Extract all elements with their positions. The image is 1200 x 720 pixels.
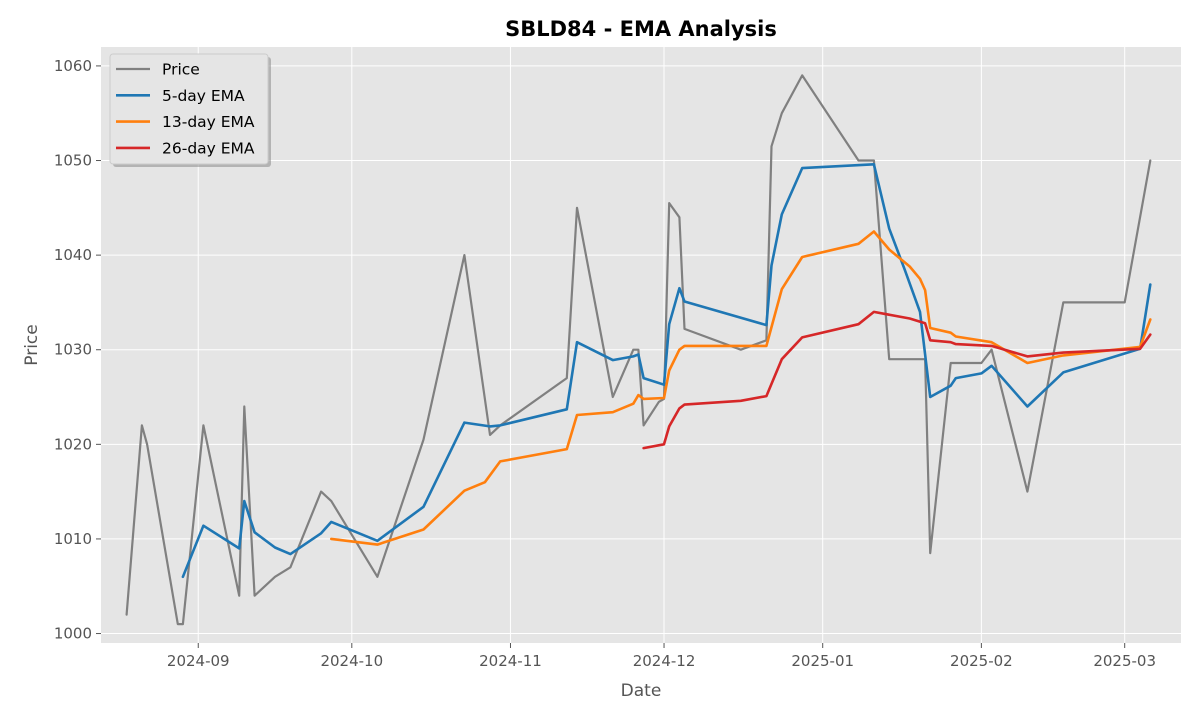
y-tick-label: 1010: [54, 530, 92, 548]
y-axis-label: Price: [22, 324, 42, 365]
series-line-price: [125, 74, 1152, 626]
plot-area: [101, 47, 1181, 643]
x-tick-label: 2024-12: [633, 652, 696, 670]
x-tick-label: 2025-03: [1093, 652, 1156, 670]
series-line-5-day-ema: [181, 163, 1152, 579]
x-tick-label: 2024-11: [479, 652, 542, 670]
series-line-13-day-ema: [329, 230, 1152, 546]
series-line-26-day-ema: [642, 310, 1152, 450]
y-tick-label: 1060: [54, 57, 92, 75]
y-tick-label: 1000: [54, 625, 92, 643]
x-axis-label: Date: [621, 681, 662, 701]
chart-title: SBLD84 - EMA Analysis: [505, 17, 777, 41]
series-layer: [125, 74, 1152, 626]
x-tick-label: 2025-01: [791, 652, 854, 670]
legend-label-price: Price: [162, 61, 200, 79]
x-tick-label: 2025-02: [950, 652, 1013, 670]
x-tick-label: 2024-10: [320, 652, 383, 670]
y-tick-label: 1050: [54, 152, 92, 170]
chart-legend: Price 5-day EMA 13-day EMA 26-day EMA: [109, 53, 271, 167]
y-tick-label: 1020: [54, 435, 92, 453]
y-tick-label: 1030: [54, 341, 92, 359]
y-axis-ticks: 1000 1010 1020 1030 1040 1050 1060: [54, 57, 101, 643]
legend-label-26-day-ema: 26-day EMA: [162, 139, 255, 157]
y-tick-label: 1040: [54, 246, 92, 264]
x-axis-ticks: 2024-09 2024-10 2024-11 2024-12 2025-01 2025-…: [167, 643, 1156, 670]
legend-label-5-day-ema: 5-day EMA: [162, 87, 245, 105]
x-tick-label: 2024-09: [167, 652, 230, 670]
legend-box: [109, 53, 269, 165]
legend-label-13-day-ema: 13-day EMA: [162, 113, 255, 131]
